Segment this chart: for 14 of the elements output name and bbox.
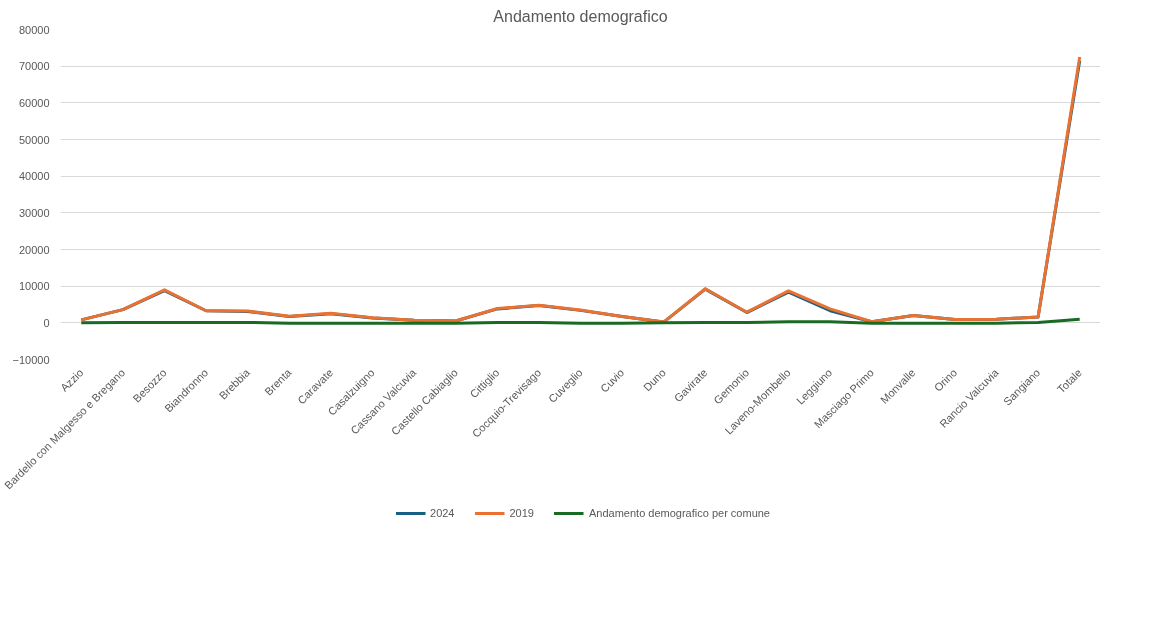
y-tick-label: 80000 (18, 23, 50, 36)
y-tick-label: 10000 (18, 280, 50, 293)
y-tick-label: 20000 (18, 243, 50, 256)
chart-title: Andamento demografico (493, 7, 668, 25)
y-tick-label: 50000 (18, 133, 50, 146)
y-tick-label: 30000 (18, 206, 50, 219)
legend-label: 2024 (430, 507, 455, 519)
y-tick-label: 0 (43, 316, 50, 329)
legend-label: Andamento demografico per comune (588, 507, 770, 519)
legend-label: 2019 (509, 507, 534, 519)
y-tick-label: 40000 (18, 170, 50, 183)
y-tick-label: 70000 (18, 60, 50, 73)
y-tick-label: 60000 (18, 96, 50, 109)
y-tick-label: −10000 (12, 353, 50, 366)
